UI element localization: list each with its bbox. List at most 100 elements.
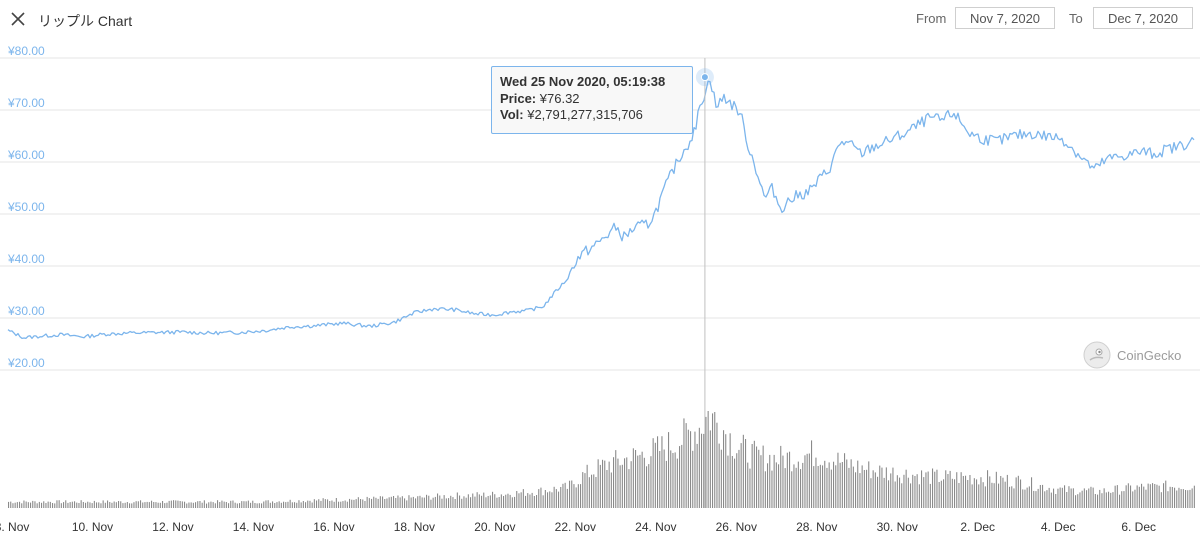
- volume-bar: [395, 498, 397, 508]
- volume-bar: [386, 498, 388, 508]
- tooltip-vol-label: Vol:: [500, 107, 524, 122]
- volume-bar: [588, 477, 590, 508]
- close-icon[interactable]: [8, 9, 28, 29]
- volume-bar: [45, 503, 47, 508]
- volume-bar: [610, 472, 612, 508]
- y-tick-label: ¥40.00: [7, 252, 45, 266]
- volume-bar: [905, 469, 907, 508]
- volume-bar: [800, 469, 802, 508]
- volume-bar: [250, 502, 252, 508]
- volume-bar: [8, 501, 10, 508]
- volume-bar: [674, 452, 676, 508]
- volume-bar: [470, 497, 472, 508]
- to-label: To: [1069, 11, 1083, 26]
- volume-bar: [951, 478, 953, 508]
- x-tick-label: 30. Nov: [877, 520, 918, 534]
- volume-bar: [901, 483, 903, 508]
- volume-bar: [437, 493, 439, 508]
- volume-bar: [868, 461, 870, 508]
- volume-bar: [379, 496, 381, 508]
- volume-bar: [12, 503, 14, 508]
- volume-bar: [573, 484, 575, 508]
- volume-bar: [1086, 490, 1088, 508]
- volume-bar: [320, 500, 322, 508]
- volume-bar: [848, 467, 850, 508]
- volume-bar: [692, 450, 694, 508]
- volume-bar: [850, 459, 852, 508]
- volume-bar: [228, 503, 230, 508]
- volume-bar: [852, 466, 854, 508]
- volume-bar: [943, 479, 945, 508]
- tooltip-price-label: Price:: [500, 90, 537, 106]
- volume-bar: [861, 465, 863, 508]
- volume-bar: [681, 444, 683, 508]
- volume-bar: [1182, 489, 1184, 508]
- volume-bar: [1178, 487, 1180, 508]
- volume-bar: [668, 432, 670, 508]
- volume-bar: [1105, 492, 1107, 508]
- volume-bar: [802, 462, 804, 508]
- volume-bar: [1187, 490, 1189, 508]
- volume-bar: [696, 443, 698, 508]
- volume-bar: [111, 502, 113, 508]
- volume-bar: [87, 501, 89, 508]
- volume-bar: [910, 483, 912, 508]
- volume-bar: [784, 468, 786, 508]
- volume-bar: [1174, 487, 1176, 508]
- volume-bar: [408, 495, 410, 508]
- volume-bar: [10, 501, 12, 508]
- volume-bar: [643, 457, 645, 508]
- volume-bar: [641, 451, 643, 508]
- volume-bar: [397, 495, 399, 508]
- volume-bar: [507, 493, 509, 508]
- volume-bar: [393, 496, 395, 508]
- volume-bar: [1011, 486, 1013, 508]
- volume-bar: [155, 502, 157, 508]
- volume-bar: [619, 465, 621, 508]
- volume-bar: [344, 500, 346, 508]
- volume-bar: [234, 502, 236, 508]
- volume-bar: [331, 500, 333, 508]
- volume-bar: [1097, 494, 1099, 508]
- volume-bar: [1134, 489, 1136, 508]
- volume-bar: [995, 471, 997, 508]
- volume-bar: [716, 422, 718, 508]
- volume-bar: [540, 487, 542, 508]
- volume-bar: [272, 501, 274, 508]
- to-date-input[interactable]: [1093, 7, 1193, 29]
- volume-bar: [659, 451, 661, 508]
- volume-bar: [23, 500, 25, 508]
- volume-bar: [617, 458, 619, 508]
- volume-bar: [580, 484, 582, 508]
- volume-bar: [1061, 487, 1063, 508]
- volume-bar: [1127, 483, 1129, 508]
- volume-bar: [74, 501, 76, 508]
- volume-bar: [1004, 481, 1006, 508]
- from-date-input[interactable]: [955, 7, 1055, 29]
- volume-bar: [76, 502, 78, 508]
- volume-bar: [753, 440, 755, 508]
- volume-bar: [767, 463, 769, 508]
- volume-bar: [837, 452, 839, 508]
- volume-bar: [652, 438, 654, 508]
- volume-bar: [687, 429, 689, 508]
- volume-bar: [1017, 475, 1019, 508]
- volume-bar: [164, 503, 166, 508]
- tooltip-vol-value: ¥2,791,277,315,706: [527, 107, 643, 122]
- volume-bar: [265, 500, 267, 508]
- volume-bar: [907, 477, 909, 508]
- volume-bar: [786, 452, 788, 508]
- volume-bar: [639, 454, 641, 508]
- price-volume-chart[interactable]: ¥80.00 ¥70.00 ¥60.00 ¥50.00 ¥40.00 ¥30.00 ¥20.…: [0, 40, 1200, 539]
- volume-bar: [762, 445, 764, 508]
- volume-bar: [1081, 490, 1083, 508]
- volume-bar: [439, 495, 441, 508]
- volume-bar: [1191, 488, 1193, 508]
- volume-bar: [390, 496, 392, 508]
- volume-bar: [549, 491, 551, 508]
- volume-bar: [305, 502, 307, 508]
- volume-bar: [289, 499, 291, 508]
- volume-bar: [212, 502, 214, 508]
- volume-bar: [210, 501, 212, 508]
- volume-bar: [989, 476, 991, 508]
